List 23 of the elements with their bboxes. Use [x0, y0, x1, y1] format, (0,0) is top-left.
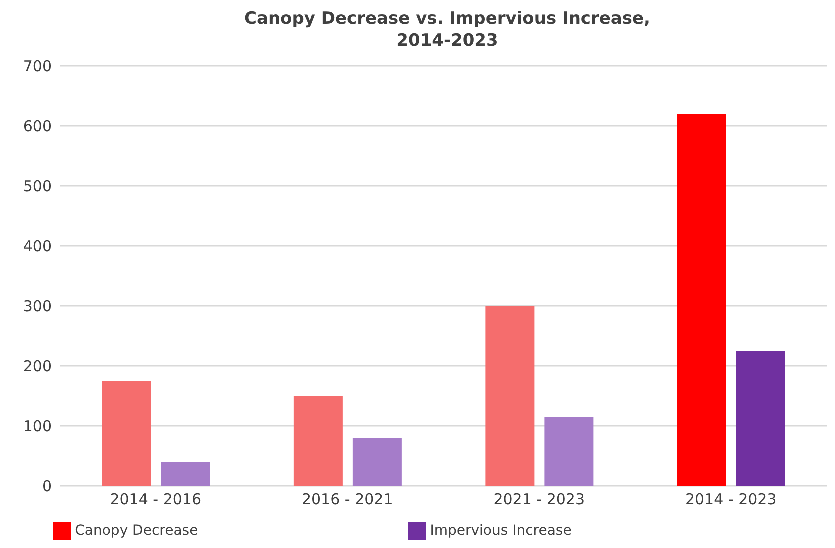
- y-tick-label: 600: [23, 117, 52, 136]
- y-tick-label: 400: [23, 237, 52, 256]
- legend-label: Canopy Decrease: [75, 522, 198, 539]
- x-tick-label: 2021 - 2023: [494, 490, 586, 509]
- bar: [486, 306, 535, 486]
- bar: [544, 417, 594, 486]
- y-tick-label: 200: [23, 357, 52, 376]
- bar: [294, 396, 343, 486]
- y-tick-label: 700: [23, 57, 52, 76]
- legend-label: Impervious Increase: [430, 522, 572, 539]
- y-tick-label: 0: [42, 477, 52, 496]
- bar: [736, 351, 786, 486]
- bar: [161, 462, 210, 486]
- bar: [677, 114, 726, 486]
- y-tick-label: 300: [23, 297, 52, 316]
- x-tick-label: 2016 - 2021: [302, 490, 394, 509]
- y-tick-label: 100: [23, 417, 52, 436]
- x-tick-label: 2014 - 2023: [685, 490, 777, 509]
- bar: [102, 381, 152, 486]
- y-tick-label: 500: [23, 177, 52, 196]
- chart-title: Canopy Decrease vs. Impervious Increase, 2014-2023: [244, 8, 652, 52]
- bar: [352, 438, 402, 486]
- x-tick-label: 2014 - 2016: [110, 490, 202, 509]
